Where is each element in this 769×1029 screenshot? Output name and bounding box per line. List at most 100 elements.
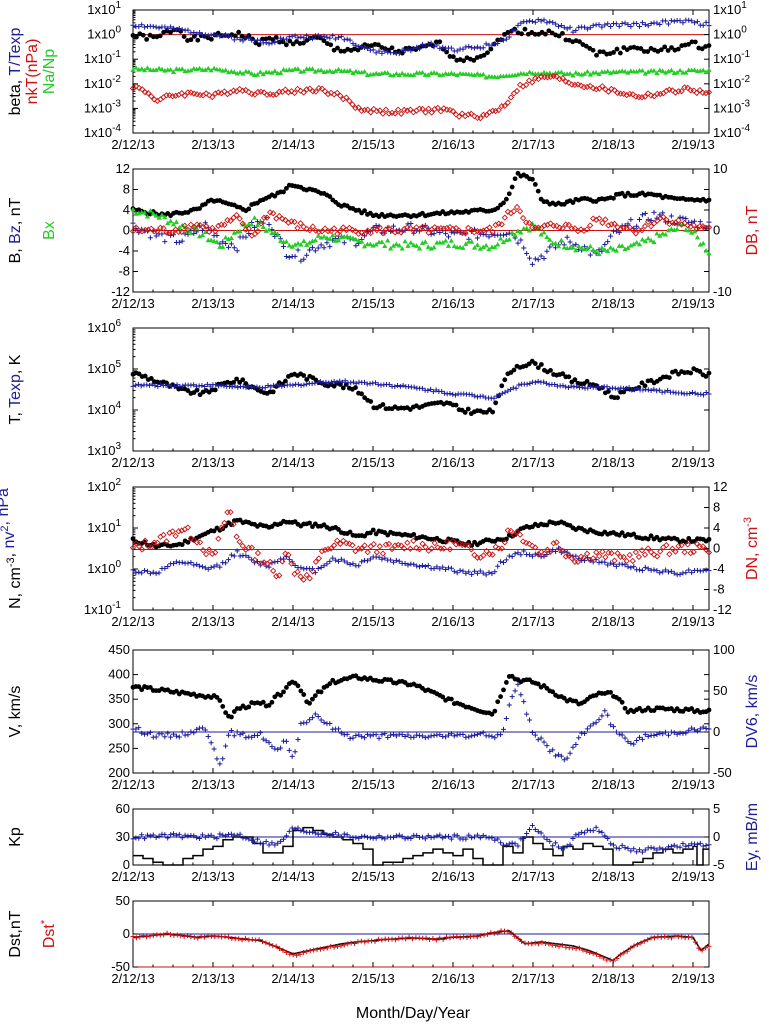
data-point (506, 191, 512, 197)
data-point (561, 24, 567, 30)
data-point (693, 540, 700, 547)
data-point (188, 37, 194, 43)
data-point (266, 221, 272, 227)
data-point (683, 570, 689, 576)
data-point (147, 382, 153, 388)
data-point (587, 949, 593, 955)
data-point (297, 951, 303, 957)
data-point (519, 538, 527, 545)
data-point (379, 550, 387, 557)
data-point (498, 732, 504, 738)
data-point (367, 109, 374, 116)
data-point (229, 714, 234, 720)
data-point (382, 541, 390, 548)
right-tick-label: 1x10-2 (713, 74, 751, 91)
data-point (376, 833, 382, 839)
data-point (362, 833, 368, 839)
data-point (610, 724, 616, 730)
data-point (333, 557, 339, 563)
data-point (626, 385, 632, 391)
data-point (376, 48, 382, 54)
data-point (605, 835, 611, 841)
right-tick-label: 1x10-3 (713, 98, 751, 115)
data-point (226, 383, 232, 389)
data-point (579, 829, 585, 835)
data-point (346, 224, 353, 232)
data-point (628, 945, 634, 951)
panel-p4: 1x1021x1011x1001x10-112840-4-8-122/12/13… (0, 477, 761, 629)
data-point (419, 834, 425, 840)
data-point (398, 229, 405, 236)
data-point (622, 735, 628, 741)
data-point (402, 733, 408, 739)
data-point (157, 33, 163, 39)
data-point (194, 835, 200, 841)
data-point (500, 232, 506, 238)
data-point (350, 41, 356, 47)
data-point (333, 68, 339, 73)
data-point (518, 692, 524, 698)
data-point (425, 387, 431, 393)
data-point (524, 71, 530, 77)
series-dv6 (130, 681, 712, 767)
data-point (477, 731, 483, 737)
data-point (608, 560, 614, 566)
data-point (257, 220, 265, 227)
data-point (541, 834, 547, 840)
right-axis-label: DB, nT (744, 205, 761, 255)
data-point (559, 942, 565, 948)
data-point (581, 71, 588, 76)
data-point (693, 89, 700, 97)
data-point (544, 743, 550, 749)
data-point (364, 106, 371, 113)
left-tick-label: 1x102 (87, 477, 121, 494)
x-tick-label: 2/13/13 (191, 614, 234, 629)
data-point (547, 748, 553, 754)
data-point (608, 23, 614, 29)
data-point (445, 243, 452, 248)
data-point (228, 552, 234, 558)
data-point (460, 245, 466, 250)
data-point (499, 390, 505, 396)
data-point (282, 216, 289, 224)
data-point (527, 717, 533, 723)
data-point (167, 932, 173, 938)
data-point (605, 248, 611, 254)
data-point (663, 847, 669, 853)
data-point (490, 409, 496, 415)
x-tick-label: 2/14/13 (271, 614, 314, 629)
data-point (309, 36, 315, 42)
data-point (292, 562, 298, 568)
data-point (700, 724, 706, 730)
data-point (234, 832, 240, 838)
data-point (171, 384, 177, 390)
data-point (231, 733, 237, 739)
data-point (312, 248, 318, 254)
data-point (509, 229, 515, 235)
data-point (315, 380, 321, 386)
data-point (433, 937, 439, 943)
data-point (280, 39, 286, 45)
data-point (619, 699, 625, 705)
data-point (645, 23, 651, 29)
data-point (191, 382, 197, 388)
data-point (526, 69, 533, 74)
data-point (223, 560, 229, 566)
data-point (382, 731, 388, 737)
data-point (602, 86, 609, 93)
data-point (159, 231, 165, 237)
data-point (448, 70, 454, 76)
data-point (552, 240, 559, 246)
data-point (639, 20, 645, 26)
data-point (286, 556, 292, 562)
data-point (668, 18, 674, 24)
data-point (651, 845, 657, 851)
data-point (474, 235, 480, 241)
data-point (657, 233, 663, 238)
data-point (154, 228, 161, 235)
data-point (450, 54, 456, 60)
data-point (660, 231, 666, 236)
data-point (373, 50, 379, 56)
data-point (593, 824, 599, 830)
data-point (338, 33, 344, 39)
